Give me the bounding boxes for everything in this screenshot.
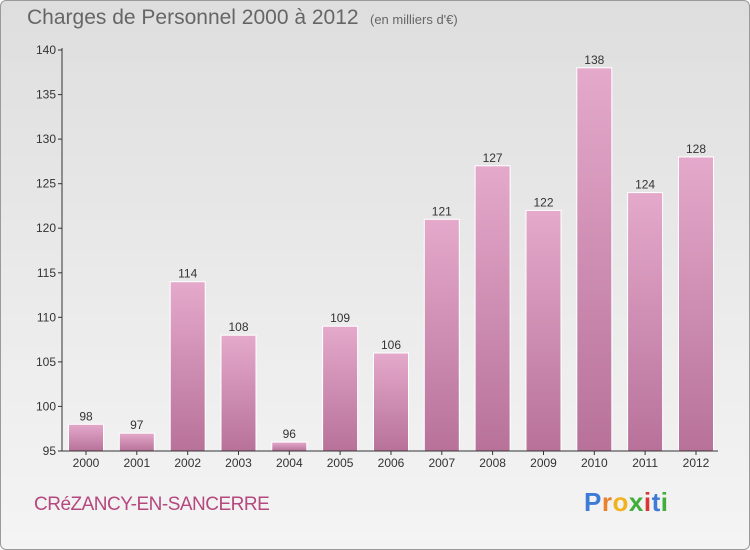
value-label: 121 — [432, 204, 452, 218]
x-tick-label: 2008 — [479, 456, 506, 470]
y-tick-label: 125 — [36, 177, 56, 191]
value-label: 124 — [635, 178, 655, 192]
y-tick-label: 105 — [36, 355, 56, 369]
value-label: 106 — [381, 338, 401, 352]
value-label: 114 — [178, 267, 197, 281]
bar — [678, 156, 714, 452]
bar — [271, 441, 308, 452]
logo-letter: t — [651, 487, 661, 517]
value-label: 128 — [686, 142, 706, 156]
bar — [423, 218, 460, 452]
bar — [525, 209, 562, 452]
y-tick-label: 110 — [37, 310, 56, 324]
x-tick-label: 2010 — [581, 456, 608, 470]
x-tick-label: 2003 — [225, 456, 252, 470]
x-tick-label: 2006 — [378, 456, 405, 470]
x-tick-label: 2007 — [428, 456, 455, 470]
bar — [118, 432, 155, 452]
bar — [373, 352, 409, 452]
chart-title: Charges de Personnel 2000 à 2012 — [27, 6, 359, 29]
value-label: 96 — [283, 427, 297, 441]
bar — [169, 281, 206, 452]
x-tick-label: 2009 — [530, 456, 557, 470]
bar — [68, 423, 104, 452]
bar — [220, 334, 257, 452]
proxiti-logo[interactable]: Proxiti — [584, 487, 668, 518]
y-tick-label: 100 — [36, 399, 56, 413]
y-tick-label: 120 — [36, 221, 56, 235]
x-tick-label: 2002 — [174, 456, 201, 470]
x-tick-label: 2005 — [327, 456, 354, 470]
x-tick-label: 2001 — [123, 456, 150, 470]
value-label: 127 — [483, 151, 503, 165]
town-name: CRéZANCY-EN-SANCERRE — [34, 494, 270, 515]
y-tick-label: 115 — [37, 266, 56, 280]
value-label: 97 — [130, 418, 144, 432]
logo-letter: P — [584, 487, 602, 517]
y-tick-label: 135 — [36, 88, 56, 102]
x-tick-label: 2004 — [276, 456, 303, 470]
value-label: 109 — [330, 311, 350, 325]
bar — [627, 192, 664, 452]
x-tick-label: 2000 — [73, 456, 100, 470]
value-label: 138 — [584, 53, 604, 67]
logo-letter: r — [601, 487, 613, 517]
y-tick-label: 130 — [36, 132, 56, 146]
y-tick-label: 95 — [43, 444, 57, 458]
logo-letter: i — [643, 487, 652, 517]
logo-letter: i — [660, 487, 669, 517]
value-label: 98 — [79, 409, 93, 423]
chart-unit: (en milliers d'€) — [370, 12, 458, 27]
x-tick-label: 2011 — [632, 456, 658, 470]
value-label: 108 — [228, 320, 248, 334]
y-tick-label: 140 — [36, 43, 56, 57]
logo-letter: x — [628, 487, 644, 517]
bar — [322, 325, 359, 452]
x-tick-label: 2012 — [683, 456, 710, 470]
logo-letter: o — [612, 487, 629, 517]
bar — [474, 165, 511, 452]
value-label: 122 — [533, 195, 553, 209]
bar — [576, 67, 613, 452]
